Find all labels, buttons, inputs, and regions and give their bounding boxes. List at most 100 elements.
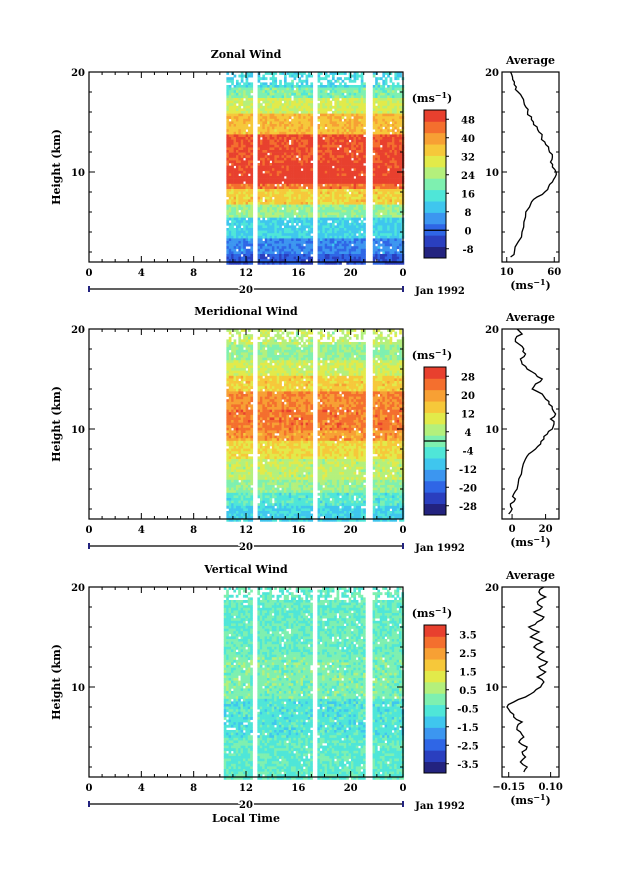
heatmap-cell: [247, 105, 251, 109]
heatmap-cell: [235, 228, 239, 231]
heatmap-cell: [228, 440, 232, 444]
heatmap-cell: [353, 194, 357, 198]
heatmap-cell: [250, 181, 254, 185]
heatmap-cell: [331, 116, 335, 120]
heatmap-cell: [250, 85, 254, 88]
heatmap-cell: [283, 142, 287, 146]
heatmap-cell: [305, 152, 309, 156]
heatmap-cell: [245, 111, 249, 114]
heatmap-cell: [238, 215, 242, 218]
heatmap-cell: [360, 225, 364, 229]
heatmap-cell: [226, 152, 230, 156]
heatmap-cell: [343, 103, 347, 107]
heatmap-cell: [346, 254, 350, 257]
heatmap-cell: [279, 191, 282, 195]
heatmap-cell: [358, 129, 362, 133]
heatmap-cell: [324, 90, 328, 94]
heatmap-cell: [343, 238, 347, 242]
heatmap-cell: [353, 212, 357, 216]
heatmap-cell: [341, 222, 345, 226]
heatmap-cell: [303, 129, 306, 133]
heatmap-cell: [324, 189, 328, 192]
heatmap-cell: [319, 228, 323, 231]
heatmap-cell: [262, 183, 266, 187]
heatmap-cell: [240, 233, 244, 237]
heatmap-cell: [351, 212, 354, 216]
heatmap-cell: [343, 217, 347, 221]
heatmap-cell: [286, 82, 290, 86]
heatmap-cell: [303, 79, 306, 83]
heatmap-cell: [348, 238, 352, 242]
heatmap-cell: [351, 199, 354, 203]
heatmap-cell: [348, 72, 352, 75]
heatmap-cell: [319, 152, 323, 156]
heatmap-cell: [336, 209, 340, 213]
heatmap-cell: [245, 108, 249, 112]
heatmap-cell: [283, 103, 287, 107]
heatmap-cell: [394, 194, 398, 198]
heatmap-cell: [231, 118, 234, 122]
heatmap-cell: [235, 168, 239, 172]
heatmap-cell: [295, 189, 299, 192]
heatmap-cell: [257, 152, 261, 156]
heatmap-cell: [250, 209, 254, 213]
heatmap-cell: [264, 220, 268, 224]
heatmap-cell: [363, 176, 366, 179]
heatmap-cell: [379, 199, 383, 203]
heatmap-cell: [343, 90, 347, 94]
heatmap-cell: [300, 217, 304, 221]
heatmap-cell: [391, 137, 395, 140]
heatmap-cell: [375, 163, 378, 166]
heatmap-cell: [238, 111, 242, 114]
heatmap-cell: [305, 131, 309, 135]
heatmap-cell: [228, 254, 232, 257]
heatmap-cell: [257, 100, 261, 104]
heatmap-cell: [231, 388, 234, 392]
heatmap-cell: [300, 126, 304, 130]
heatmap-cell: [322, 202, 326, 205]
heatmap-cell: [329, 87, 333, 91]
heatmap-cell: [327, 209, 330, 213]
heatmap-cell: [327, 246, 330, 250]
heatmap-cell: [329, 142, 333, 146]
heatmap-cell: [293, 111, 297, 114]
heatmap-cell: [307, 225, 311, 229]
heatmap-cell: [331, 176, 335, 179]
heatmap-cell: [264, 189, 268, 192]
heatmap-cell: [238, 241, 242, 244]
heatmap-cell: [322, 181, 326, 185]
heatmap-cell: [257, 126, 261, 130]
heatmap-cell: [300, 131, 304, 135]
heatmap-cell: [334, 139, 338, 143]
heatmap-cell: [343, 160, 347, 164]
x-tick-label: 12: [239, 268, 253, 279]
heatmap-cell: [262, 212, 266, 216]
heatmap-cell: [363, 90, 366, 94]
heatmap-cell: [336, 254, 340, 257]
heatmap-cell: [331, 233, 335, 237]
heatmap-cell: [240, 85, 244, 88]
heatmap-cell: [329, 228, 333, 231]
heatmap-cell: [233, 199, 237, 203]
heatmap-cell: [377, 186, 381, 190]
heatmap-cell: [358, 155, 362, 159]
heatmap-cell: [257, 111, 261, 114]
heatmap-cell: [281, 246, 285, 250]
heatmap-cell: [305, 85, 309, 88]
heatmap-cell: [281, 176, 285, 179]
heatmap-cell: [360, 95, 364, 99]
heatmap-cell: [231, 189, 234, 192]
heatmap-cell: [394, 85, 398, 88]
heatmap-cell: [238, 74, 242, 78]
heatmap-cell: [307, 142, 311, 146]
heatmap-cell: [276, 134, 280, 138]
heatmap-cell: [317, 194, 321, 198]
heatmap-cell: [283, 100, 287, 104]
heatmap-cell: [389, 251, 393, 255]
heatmap-cell: [250, 261, 254, 265]
heatmap-cell: [303, 147, 306, 151]
heatmap-cell: [317, 142, 321, 146]
heatmap-cell: [322, 194, 326, 198]
heatmap-cell: [291, 233, 294, 237]
heatmap-cell: [317, 137, 321, 140]
